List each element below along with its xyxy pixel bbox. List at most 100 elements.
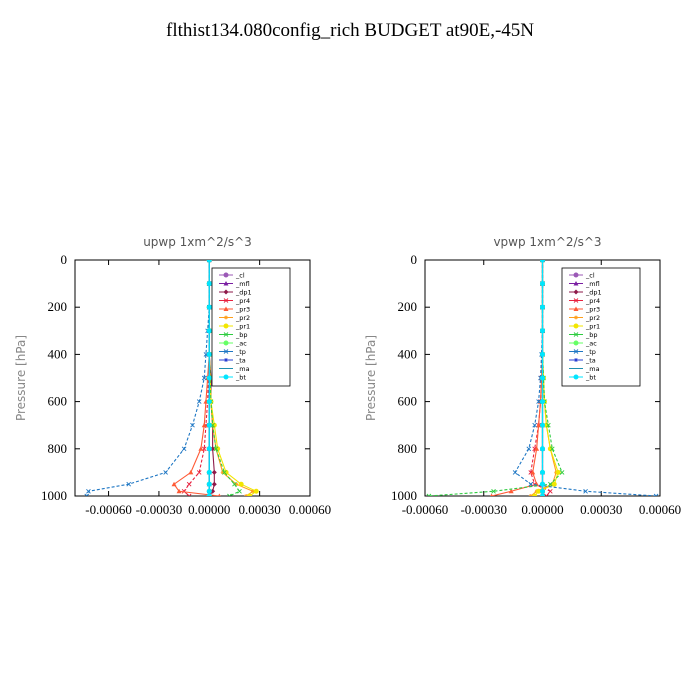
x-tick-label: 0.00060 <box>639 502 681 517</box>
data-point-pr2 <box>250 489 255 494</box>
legend-marker <box>223 281 229 286</box>
data-point-bt <box>540 260 545 263</box>
data-point-pr3 <box>490 493 493 496</box>
chart-panel-2: vpwp 1xm^2/s^3 Pressure [hPa] 0 200 400 600 80… <box>364 235 681 517</box>
legend-marker <box>573 323 579 329</box>
data-point-bt <box>206 375 212 381</box>
legend-marker <box>223 298 229 303</box>
y-tick-label: 200 <box>48 299 68 314</box>
legend-entry-pr4: _pr4 <box>235 297 250 305</box>
y-tick-label: 1000 <box>41 488 67 503</box>
y-tick-label: 0 <box>61 252 68 267</box>
legend: _cl_mfl_dp1_pr4_pr3_pr2_pr1_bp_ac_tp_ta_… <box>211 267 291 387</box>
legend-entry-dp1: _dp1 <box>585 288 602 296</box>
data-point-pr3 <box>201 422 207 428</box>
data-point-bp <box>491 488 496 494</box>
data-point-dp1 <box>211 481 217 487</box>
legend-entry-pr1: _pr1 <box>585 322 600 330</box>
data-point-pr3 <box>171 481 177 487</box>
data-point-pr3 <box>534 446 540 451</box>
legend-marker <box>223 349 229 354</box>
y-axis-label: Pressure [hPa] <box>364 335 378 421</box>
x-tick-label: -0.00030 <box>136 502 183 517</box>
data-point-bt <box>540 304 545 310</box>
legend-marker <box>574 358 578 362</box>
data-point-bt <box>540 422 545 428</box>
x-tick-label: 0.00000 <box>188 502 230 517</box>
data-point-bt <box>540 469 545 475</box>
y-axis-label: Pressure [hPa] <box>14 335 28 421</box>
data-point-bp <box>227 493 232 496</box>
legend-marker <box>223 272 229 278</box>
data-point-bt <box>206 446 212 452</box>
figure-title: flthist134.080config_rich BUDGET at90E,-… <box>166 20 534 41</box>
data-point-tp <box>190 422 195 428</box>
legend-marker <box>223 374 229 380</box>
data-point-pr3 <box>176 488 182 494</box>
legend-marker <box>573 272 579 278</box>
data-point-bt <box>540 328 545 334</box>
legend-marker <box>573 281 579 286</box>
data-point-pr1 <box>247 493 253 496</box>
y-tick-label: 400 <box>48 346 68 361</box>
series-line-pr1 <box>534 260 559 496</box>
legend-entry-bp: _bp <box>235 331 248 339</box>
data-point-bt <box>206 328 212 334</box>
legend-entry-tp: _tp <box>235 348 246 356</box>
legend-marker <box>573 306 579 311</box>
y-tick-label: 400 <box>398 346 418 361</box>
data-point-pr1 <box>253 488 259 494</box>
data-point-pr3 <box>536 422 542 428</box>
data-point-pr1 <box>555 469 561 475</box>
plot-frame <box>74 259 311 497</box>
legend-marker <box>223 323 229 329</box>
legend-entry-pr1: _pr1 <box>235 322 250 330</box>
legend-marker <box>573 332 579 337</box>
data-point-bt <box>540 375 545 381</box>
data-point-tp <box>512 470 518 475</box>
x-tick-label: 0.00030 <box>580 502 622 517</box>
data-point-bt <box>206 304 212 310</box>
legend-entry-mfl: _mfl <box>585 280 600 288</box>
legend: _cl_mfl_dp1_pr4_pr3_pr2_pr1_bp_ac_tp_ta_… <box>561 267 641 387</box>
chart-panel-1: upwp 1xm^2/s^3 Pressure [hPa] 0 200 400 600 80… <box>14 235 331 517</box>
data-point-bp <box>426 493 432 496</box>
data-point-tp <box>201 375 207 381</box>
data-point-bt <box>540 481 545 487</box>
data-point-tp <box>653 493 659 496</box>
legend-entry-mfl: _mfl <box>235 280 250 288</box>
data-point-bt <box>206 488 212 494</box>
data-point-bp <box>546 422 551 428</box>
data-point-pr1 <box>536 488 542 494</box>
data-point-pr3 <box>217 493 221 496</box>
legend-marker <box>573 340 579 346</box>
legend-marker <box>573 374 579 380</box>
data-point-tp <box>536 399 541 404</box>
legend-entry-bt: _bt <box>235 373 246 381</box>
legend-marker <box>223 306 229 311</box>
series-group <box>84 260 259 496</box>
data-point-pr3 <box>530 469 536 475</box>
legend-entry-ac: _ac <box>235 339 247 347</box>
data-point-dp1 <box>211 469 217 475</box>
data-point-pr4 <box>181 488 187 494</box>
data-point-tp <box>163 470 168 475</box>
legend-entry-dp1: _dp1 <box>235 288 252 296</box>
data-point-pr4 <box>548 488 553 494</box>
data-point-bt <box>206 481 212 487</box>
legend-marker <box>224 315 228 320</box>
data-point-bt <box>206 399 212 405</box>
data-point-bp <box>559 470 565 475</box>
x-tick-label: 0.00060 <box>289 502 331 517</box>
data-point-pr1 <box>532 493 538 496</box>
data-point-tp <box>126 481 132 487</box>
y-tick-label: 200 <box>398 299 418 314</box>
legend-entry-ma: _ma <box>235 365 250 373</box>
data-point-pr1 <box>238 481 244 487</box>
legend-entry-tp: _tp <box>585 348 596 356</box>
legend-entry-bt: _bt <box>585 373 596 381</box>
data-point-bt <box>206 422 212 428</box>
y-tick-label: 800 <box>48 441 68 456</box>
data-point-pr2 <box>528 494 533 496</box>
